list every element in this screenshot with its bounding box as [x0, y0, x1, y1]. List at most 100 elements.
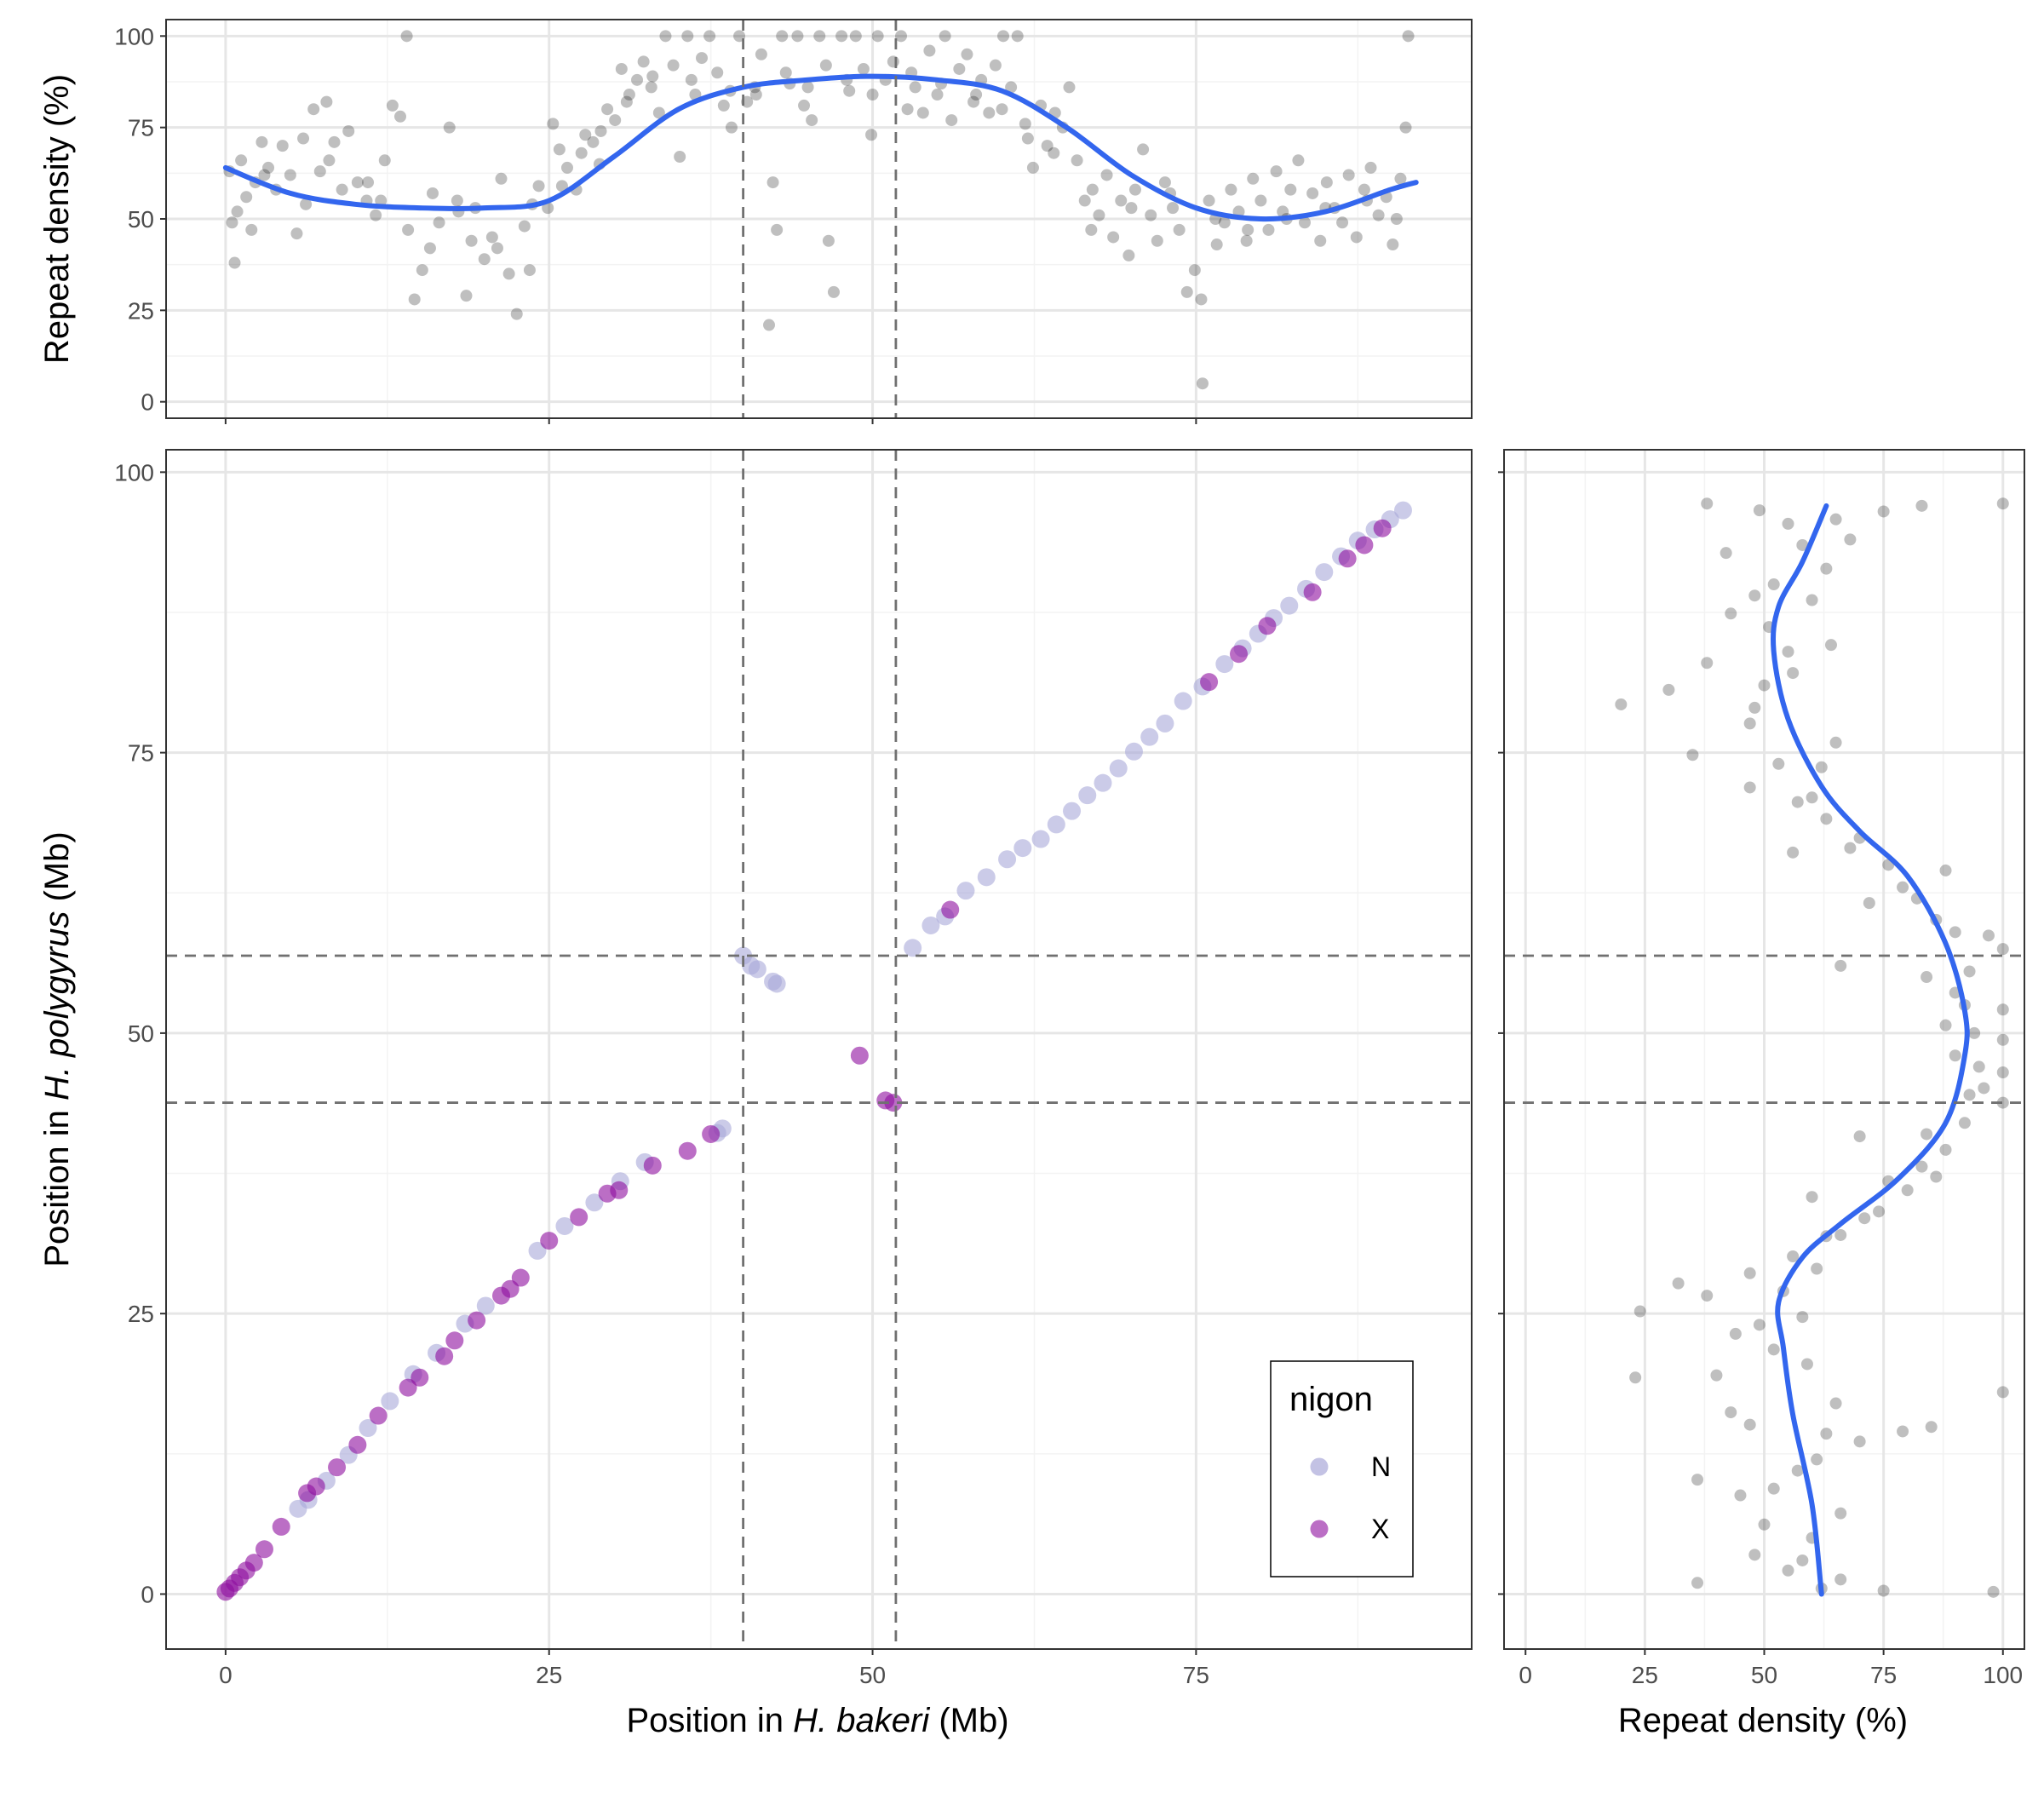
- top-data-point: [843, 84, 856, 97]
- top-data-point: [1196, 377, 1209, 390]
- top-data-point: [1242, 223, 1255, 236]
- main-point-x: [468, 1311, 486, 1330]
- top-data-point: [953, 62, 966, 75]
- top-data-point: [342, 124, 355, 137]
- right-x-tick-label: 75: [1870, 1662, 1897, 1688]
- top-panel-ylabel: Repeat density (%): [38, 74, 76, 364]
- top-data-point: [801, 81, 814, 94]
- right-data-point: [1633, 1305, 1646, 1318]
- main-point-x: [255, 1540, 273, 1559]
- top-data-point: [1358, 183, 1370, 196]
- main-point-x: [1258, 617, 1277, 635]
- top-data-point: [228, 256, 241, 269]
- top-y-tick-label: 75: [128, 115, 154, 141]
- right-data-point: [1996, 497, 2009, 510]
- right-data-point: [1720, 547, 1732, 560]
- right-data-point: [1725, 607, 1737, 620]
- right-data-point: [1787, 667, 1800, 680]
- right-data-point: [1691, 1577, 1704, 1589]
- right-data-point: [1829, 513, 1842, 526]
- right-data-point: [1972, 1060, 1985, 1073]
- main-point-x: [369, 1406, 388, 1425]
- top-data-point: [451, 194, 463, 207]
- main-y-tick-label: 100: [114, 459, 154, 486]
- top-data-point: [313, 165, 326, 178]
- right-data-point: [1996, 1066, 2009, 1079]
- right-data-point: [1863, 897, 1875, 910]
- right-data-point: [1829, 1397, 1842, 1410]
- main-point-x: [1230, 645, 1249, 664]
- right-data-point: [1996, 1003, 2009, 1016]
- top-data-point: [763, 319, 776, 331]
- right-data-point: [1921, 1128, 1933, 1141]
- right-data-point: [1701, 657, 1714, 670]
- top-data-point: [575, 147, 588, 159]
- right-data-point: [1853, 1130, 1866, 1143]
- top-data-point: [725, 121, 738, 134]
- main-point-x: [328, 1458, 347, 1477]
- top-data-point: [423, 242, 436, 255]
- main-point-x: [678, 1141, 697, 1160]
- top-data-point: [478, 253, 491, 266]
- right-data-point: [1758, 1518, 1771, 1531]
- right-data-point: [1806, 791, 1818, 804]
- main-y-tick-label: 0: [141, 1581, 154, 1607]
- main-point-n: [904, 939, 922, 957]
- right-data-point: [1629, 1371, 1642, 1384]
- top-data-point: [749, 89, 762, 101]
- legend-swatch-n: [1310, 1457, 1329, 1476]
- top-data-point: [1167, 202, 1180, 215]
- top-data-point: [1107, 231, 1120, 244]
- top-data-point: [827, 285, 840, 298]
- top-data-point: [485, 231, 498, 244]
- top-data-point: [894, 30, 907, 43]
- top-data-point: [532, 180, 545, 193]
- top-data-point: [1180, 285, 1193, 298]
- top-data-point: [766, 176, 779, 189]
- top-data-point: [711, 66, 724, 79]
- right-data-point: [1787, 1250, 1800, 1263]
- top-data-point: [1026, 161, 1039, 174]
- top-data-point: [323, 154, 336, 167]
- top-data-point: [1005, 81, 1018, 94]
- top-data-point: [1284, 183, 1297, 196]
- top-data-point: [555, 180, 568, 193]
- top-data-point: [320, 95, 333, 108]
- main-point-n: [1047, 815, 1065, 834]
- right-data-point: [1820, 1428, 1833, 1440]
- top-data-point: [1350, 231, 1363, 244]
- right-data-point: [1901, 1184, 1914, 1197]
- top-data-point: [1078, 194, 1091, 207]
- top-data-point: [1128, 183, 1141, 196]
- right-data-point: [1772, 757, 1785, 770]
- right-data-point: [1982, 929, 1995, 942]
- main-point-x: [1303, 583, 1322, 601]
- top-data-point: [645, 81, 657, 94]
- top-data-point: [547, 118, 560, 130]
- main-point-n: [1393, 501, 1412, 520]
- top-data-point: [835, 30, 848, 43]
- right-data-point: [1820, 562, 1833, 575]
- top-data-point: [615, 62, 628, 75]
- right-data-point: [1925, 1421, 1938, 1434]
- main-point-n: [1140, 727, 1159, 746]
- top-data-point: [717, 99, 730, 112]
- right-data-point: [1963, 1089, 1976, 1101]
- top-data-point: [822, 234, 835, 247]
- right-data-point: [1748, 589, 1761, 602]
- right-data-point: [1729, 1327, 1742, 1340]
- right-x-tick-label: 50: [1751, 1662, 1777, 1688]
- right-data-point: [1743, 1418, 1756, 1431]
- right-data-point: [1877, 505, 1890, 518]
- main-xlabel-prefix: Position in: [626, 1702, 793, 1739]
- top-data-point: [362, 176, 375, 189]
- main-point-n: [977, 868, 996, 887]
- top-data-point: [1372, 209, 1385, 221]
- right-panel-xlabel: Repeat density (%): [1618, 1702, 1908, 1739]
- top-data-point: [961, 48, 973, 60]
- top-data-point: [1262, 223, 1275, 236]
- main-point-x: [884, 1094, 903, 1112]
- main-point-n: [1315, 563, 1334, 582]
